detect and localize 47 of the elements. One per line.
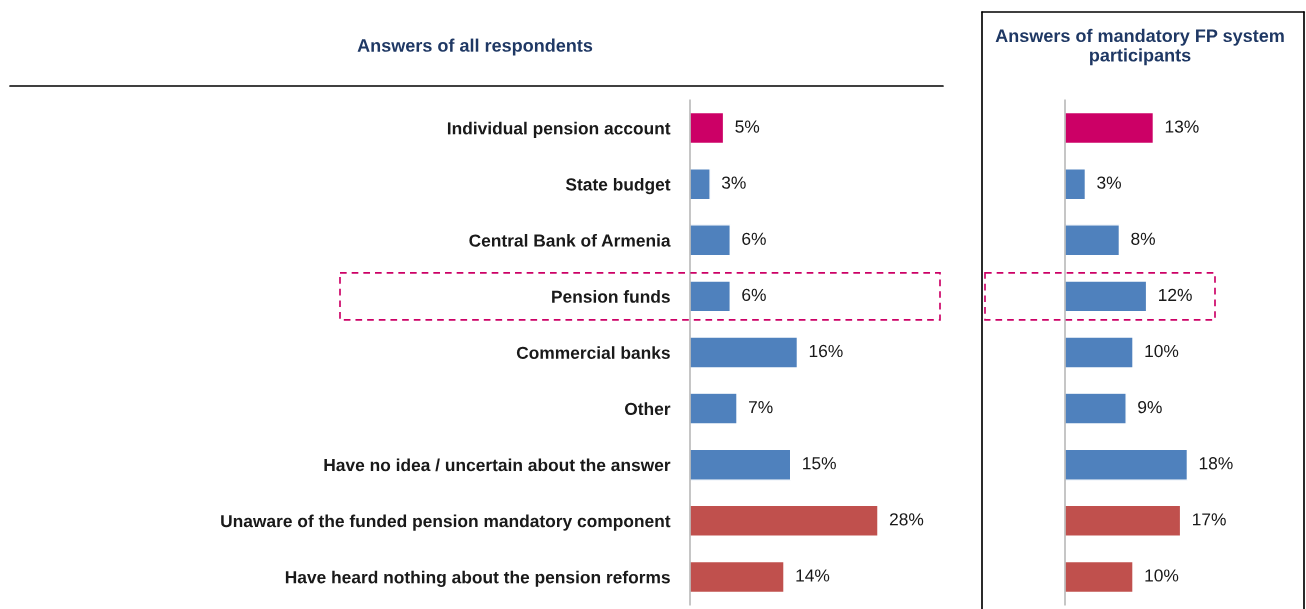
bar — [1065, 336, 1134, 369]
data-label: 15% — [803, 457, 836, 470]
data-label: 28% — [889, 513, 924, 526]
bar — [690, 504, 879, 537]
data-label: 17% — [1193, 513, 1226, 526]
bar — [690, 168, 711, 201]
data-label: 13% — [1165, 120, 1199, 133]
y-tick-label: Have no idea / uncertain about the answer — [324, 458, 671, 472]
data-label: 8% — [1131, 232, 1155, 245]
bar — [690, 224, 731, 257]
y-tick-label: State budget — [565, 177, 671, 195]
y-tick-label: Unaware of the funded pension mandatory component — [221, 514, 671, 531]
y-tick-label: Central Bank of Armenia — [469, 233, 671, 247]
bar — [690, 111, 725, 145]
bar — [1065, 504, 1182, 537]
data-label: 16% — [809, 344, 843, 358]
data-label: 5% — [735, 120, 760, 133]
data-label: 12% — [1159, 288, 1192, 301]
text: Answers of all respondents — [357, 38, 593, 56]
chart-title: Answers of mandatory FP system participants — [995, 28, 1284, 66]
bar — [690, 448, 792, 481]
y-tick-label: Individual pension account — [447, 121, 671, 138]
bar — [1065, 560, 1134, 594]
bar — [690, 280, 731, 313]
data-label: 10% — [1145, 344, 1179, 358]
bar — [690, 560, 785, 594]
bar — [690, 392, 738, 425]
y-tick-label: Have heard nothing about the pension reforms — [285, 570, 670, 587]
bar — [1065, 448, 1189, 481]
y-tick-label: Other — [624, 402, 671, 416]
data-label: 6% — [742, 232, 766, 245]
data-label: 14% — [796, 569, 830, 582]
bar — [1065, 111, 1155, 145]
data-label: 3% — [1097, 176, 1121, 189]
bar — [1065, 280, 1148, 313]
y-tick-label: Commercial banks — [516, 346, 670, 359]
bar — [690, 336, 799, 369]
data-label: 18% — [1199, 457, 1233, 470]
y-tick-label: Pension funds — [552, 290, 670, 303]
data-label: 3% — [721, 176, 746, 189]
bar — [1065, 168, 1087, 201]
bar — [1065, 392, 1127, 425]
data-label: 7% — [748, 401, 773, 414]
data-label: 10% — [1145, 569, 1179, 582]
bar — [1065, 224, 1121, 257]
data-label: 6% — [742, 288, 766, 302]
data-label: 9% — [1138, 400, 1162, 414]
